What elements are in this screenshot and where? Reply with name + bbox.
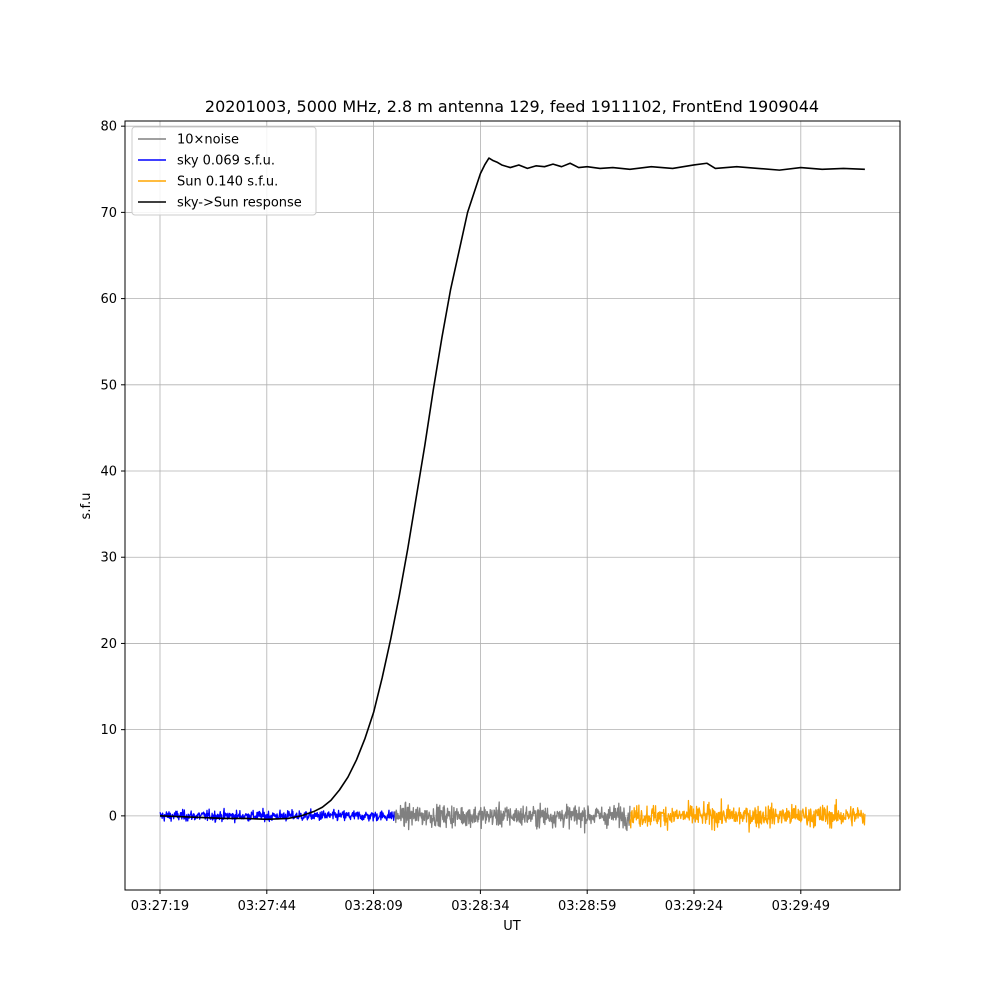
x-tick-label: 03:27:19 — [131, 899, 189, 914]
y-tick-label: 70 — [100, 206, 117, 221]
legend-label: sky->Sun response — [177, 196, 302, 211]
y-axis-label: s.f.u — [79, 493, 94, 520]
legend-label: Sun 0.140 s.f.u. — [177, 175, 278, 190]
legend-label: 10×noise — [177, 133, 239, 148]
y-tick-label: 60 — [100, 292, 117, 307]
x-tick-label: 03:28:59 — [558, 899, 616, 914]
x-axis-label: UT — [503, 919, 521, 934]
series-10-noise-line — [394, 801, 631, 834]
y-tick-label: 40 — [100, 465, 117, 480]
y-tick-label: 0 — [109, 809, 117, 824]
y-tick-label: 80 — [100, 120, 117, 135]
series-layer — [159, 157, 866, 834]
y-tick-label: 30 — [100, 551, 117, 566]
chart-title: 20201003, 5000 MHz, 2.8 m antenna 129, f… — [205, 97, 819, 116]
y-tick-label: 20 — [100, 637, 117, 652]
x-tick-label: 03:29:49 — [772, 899, 830, 914]
plot-frame — [124, 120, 901, 891]
legend-label: sky 0.069 s.f.u. — [177, 154, 275, 169]
x-tick-label: 03:28:34 — [451, 899, 509, 914]
x-tick-label: 03:27:44 — [238, 899, 296, 914]
series-sun-0-140-s-f-u--line — [629, 798, 866, 833]
x-tick-label: 03:29:24 — [665, 899, 723, 914]
series-sky-0-069-s-f-u--line — [159, 807, 396, 824]
y-tick-label: 10 — [100, 723, 117, 738]
legend-box — [131, 126, 317, 216]
series-sky-sun-response-line — [159, 157, 865, 821]
ticks-layer: 03:27:19 03:27:44 03:28:09 03:28:34 03:28:59… — [100, 120, 830, 914]
x-tick-label: 03:28:09 — [344, 899, 402, 914]
legend: 10×noise sky 0.069 s.f.u. Sun 0.140 s.f.u.… — [131, 126, 317, 216]
y-tick-label: 50 — [100, 378, 117, 393]
grid — [125, 121, 900, 890]
